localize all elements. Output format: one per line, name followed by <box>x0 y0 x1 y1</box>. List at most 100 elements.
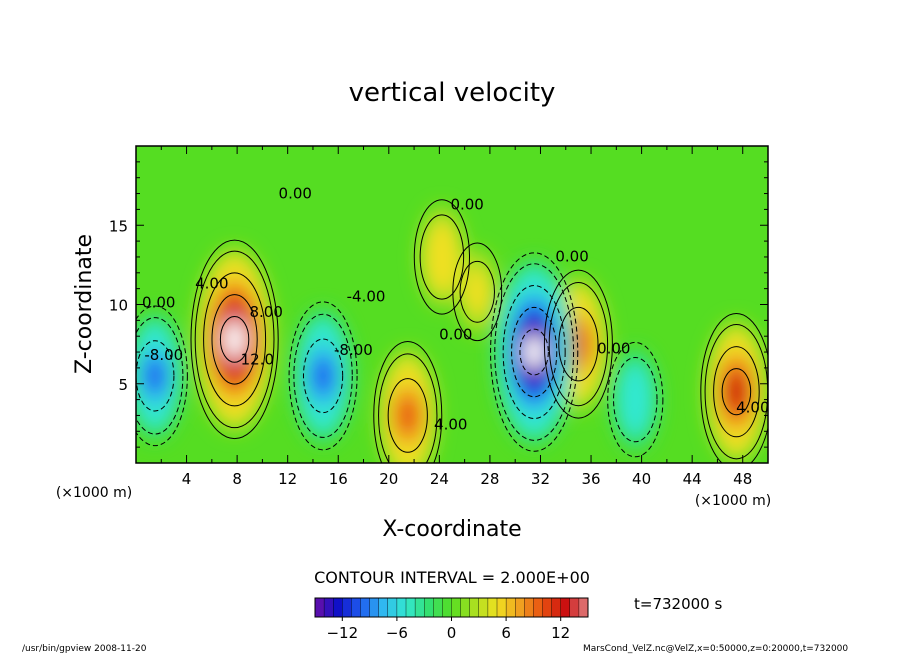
colorbar-cell <box>569 597 580 618</box>
x-unit-right: (×1000 m) <box>695 493 771 509</box>
field-level <box>623 378 648 421</box>
colorbar-cell <box>487 597 498 618</box>
colorbar-cell <box>333 597 343 618</box>
colorbar-ticks: −12 −6 0 6 12 <box>326 617 570 642</box>
contour-line <box>203 272 267 407</box>
contour-label: 0.00 <box>450 195 483 213</box>
contour-label: 0.00 <box>279 184 312 202</box>
contour-line <box>452 242 503 342</box>
contour-line <box>288 301 358 451</box>
contour-label: 4.00 <box>434 416 467 434</box>
colorbar-cell <box>451 597 462 618</box>
contour-lines <box>136 199 768 463</box>
colorbar-cell <box>560 597 571 618</box>
contour-label: -8.00 <box>334 341 373 359</box>
colorbar-tick-label: −6 <box>386 624 408 642</box>
colorbar-cell <box>396 597 407 618</box>
colorbar-cell <box>533 597 544 618</box>
contour-line <box>302 338 344 414</box>
colorbar-cell <box>515 597 525 618</box>
y-axis: 5 10 15 <box>109 161 768 448</box>
contour-label: -8.00 <box>144 346 183 364</box>
x-tick-label: 24 <box>430 470 449 488</box>
colorbar-cell <box>351 597 361 618</box>
footer-left: /usr/bin/gpview 2008-11-20 <box>22 644 147 654</box>
contour-line <box>459 260 495 323</box>
colorbar-tick-label: 12 <box>551 624 570 642</box>
contour-line <box>519 328 549 376</box>
colorbar-cell <box>405 597 416 618</box>
colorbar-cell <box>524 597 534 618</box>
footer-right: MarsCond_VelZ.nc@VelZ,x=0:50000,z=0:2000… <box>583 644 848 654</box>
x-tick-label: 44 <box>683 470 702 488</box>
colorbar-cell <box>433 597 443 618</box>
x-tick-label: 16 <box>329 470 348 488</box>
contour-line <box>713 346 760 438</box>
field-level <box>430 235 454 279</box>
contour-line <box>511 306 558 398</box>
contour-label: 0.00 <box>555 248 588 266</box>
colorbar-tick-label: −12 <box>326 624 358 642</box>
contour-line <box>700 312 768 463</box>
contour-line <box>413 199 470 315</box>
contour-label: -4.00 <box>347 287 386 305</box>
field-level <box>312 357 334 395</box>
contour-line <box>490 252 579 452</box>
colorbar-tick-label: 0 <box>447 624 457 642</box>
x-tick-label: 8 <box>232 470 242 488</box>
colorbar-cell <box>460 597 471 618</box>
contour-label: 4.00 <box>195 275 228 293</box>
x-tick-label: 48 <box>733 470 752 488</box>
colorbar-cell <box>323 597 334 618</box>
colorbar-cell <box>505 597 516 618</box>
x-tick-label: 28 <box>480 470 499 488</box>
contour-label: 0.00 <box>439 325 472 343</box>
y-tick-label: 15 <box>109 217 128 235</box>
colorbar-cell <box>496 597 507 618</box>
contour-line <box>502 285 566 420</box>
contour-line <box>373 340 443 463</box>
contour-line <box>607 341 664 458</box>
field-level <box>464 267 491 317</box>
colorbar-cell <box>442 597 452 618</box>
contour-line <box>613 356 658 443</box>
colorbar-cell <box>378 597 389 618</box>
colorbar-cell <box>551 597 562 618</box>
contour-label: 12.0 <box>241 351 274 369</box>
chart-title: vertical velocity <box>349 78 556 108</box>
colorbar-cell <box>369 597 380 618</box>
colorbar-cell <box>424 597 434 618</box>
colorbar-cell <box>469 597 480 618</box>
contour-line <box>211 294 258 385</box>
contour-label: 4.00 <box>736 398 769 416</box>
contour-line <box>543 269 613 419</box>
field-level <box>144 358 166 394</box>
time-label: t=732000 s <box>634 595 722 613</box>
contour-line <box>136 317 184 435</box>
field-level <box>396 397 419 434</box>
contour-label: 0.00 <box>597 340 630 358</box>
contour-label: 8.00 <box>249 303 282 321</box>
x-tick-label: 32 <box>531 470 550 488</box>
contour-line <box>190 239 279 440</box>
x-tick-label: 36 <box>581 470 600 488</box>
contour-line <box>387 378 428 453</box>
contour-line <box>548 282 609 407</box>
colorbar: −12 −6 0 6 12 <box>314 597 589 642</box>
colorbar-cell <box>342 597 352 618</box>
colorbar-cell <box>360 597 371 618</box>
x-tick-label: 40 <box>632 470 651 488</box>
y-axis-label: Z-coordinate <box>72 234 97 374</box>
field-level <box>726 374 747 409</box>
colorbar-cell <box>387 597 398 618</box>
field-level <box>523 335 545 369</box>
plot-area: 0.00 0.00 -8.00 4.00 8.00 12.0 -8.00 -4.00 0.00 4… <box>135 145 769 464</box>
x-axis-label: X-coordinate <box>382 517 521 542</box>
colorbar-cell <box>314 597 325 618</box>
x-unit-left: (×1000 m) <box>56 485 132 501</box>
contour-labels: 0.00 0.00 -8.00 4.00 8.00 12.0 -8.00 -4.00 0.00 4… <box>142 184 769 434</box>
contour-line <box>558 306 599 382</box>
x-tick-label: 4 <box>182 470 192 488</box>
x-tick-label: 12 <box>278 470 297 488</box>
